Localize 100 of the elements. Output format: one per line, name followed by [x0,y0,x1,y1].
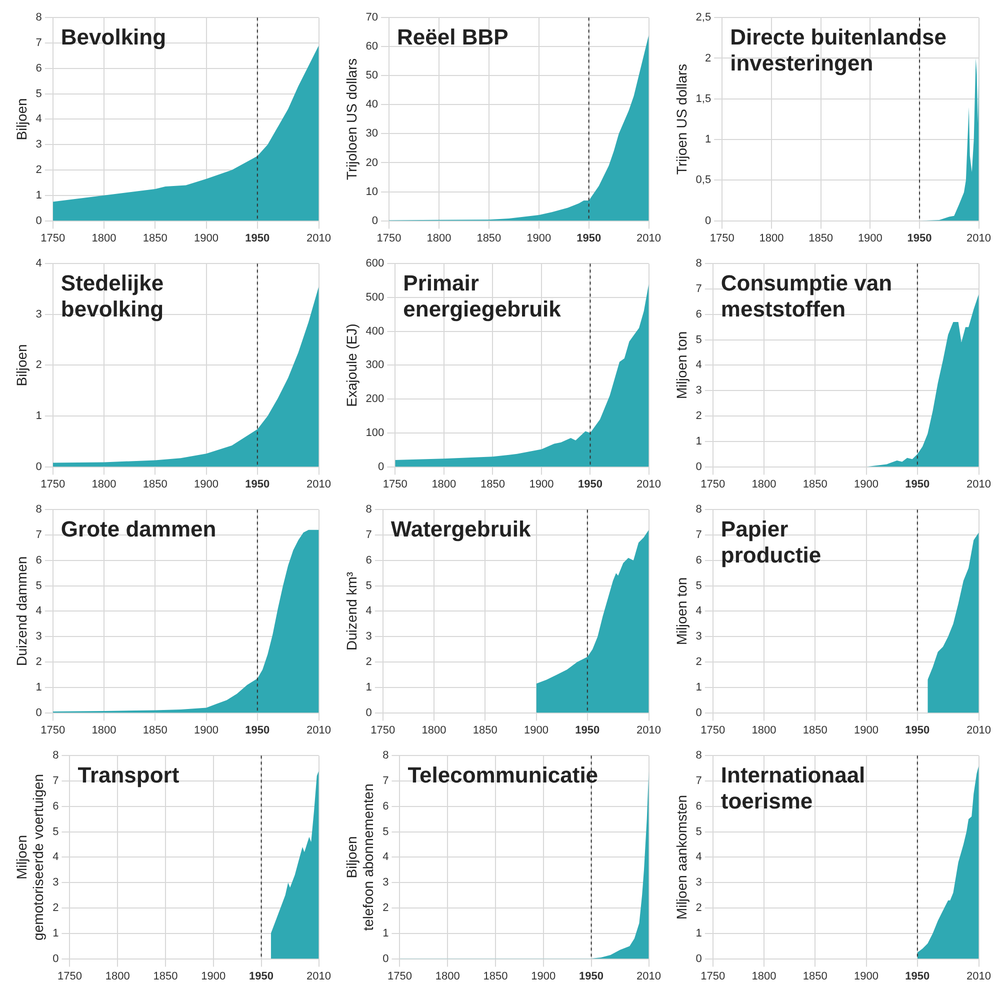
y-tick-label: 1,5 [696,92,712,105]
y-tick-label: 0 [36,460,42,473]
y-tick-label: 2 [366,656,372,668]
x-tick-label: 1950 [579,970,604,982]
y-tick-label: 6 [52,800,59,812]
y-tick-label: 7 [36,37,42,50]
x-tick-label: 1950 [249,970,274,982]
y-tick-label: 0 [382,952,389,965]
y-tick-label: 1 [366,681,372,694]
x-tick-label: 1950 [905,970,930,982]
x-tick-label: 1750 [370,724,396,736]
x-tick-label: 1750 [387,970,412,982]
y-tick-label: 50 [366,70,378,82]
y-tick-label: 3 [696,876,702,889]
y-axis-title: Trijoen US dollars [673,64,690,175]
x-tick-label: 2010 [966,232,992,244]
y-tick-label: 2 [696,410,702,422]
x-tick-label: 2010 [636,478,662,490]
y-axis-title: Biljoen [13,344,30,386]
y-tick-label: 70 [366,12,378,24]
x-tick-label: 1800 [422,724,446,736]
y-tick-label: 600 [366,258,384,270]
y-tick-label: 5 [696,334,702,346]
y-tick-label: 6 [696,308,702,320]
y-tick-label: 7 [696,775,702,788]
y-tick-label: 1 [704,134,712,146]
y-tick-label: 3 [52,876,59,889]
x-tick-label: 1950 [905,724,930,736]
y-tick-label: 0 [696,706,702,719]
y-tick-label: 8 [382,750,389,762]
x-tick-label: 1900 [526,232,552,244]
y-tick-label: 2 [36,164,42,176]
y-tick-label: 1 [696,927,702,940]
y-tick-label: 0 [696,460,702,473]
y-tick-label: 7 [696,283,702,296]
x-tick-label: 1850 [802,970,828,982]
y-tick-label: 0 [378,460,384,473]
y-tick-label: 8 [696,750,702,762]
chart-title: Reëel BBP [397,24,508,50]
y-tick-label: 0 [704,214,712,227]
y-tick-label: 2 [382,902,389,914]
y-tick-label: 4 [36,113,42,126]
y-tick-label: 5 [696,580,702,592]
y-tick-label: 4 [366,605,372,618]
y-tick-label: 4 [696,851,702,864]
x-tick-label: 1750 [40,724,66,736]
y-tick-label: 4 [36,258,42,270]
x-tick-label: 1900 [524,724,549,736]
y-tick-label: 3 [36,630,42,643]
y-tick-label: 8 [36,12,42,24]
y-axis-title: Duizend dammen [13,556,30,666]
chart-title: Grote dammen [60,516,216,542]
y-tick-label: 6 [366,554,372,566]
x-tick-label: 1900 [194,232,219,244]
x-tick-label: 1750 [710,232,734,244]
x-tick-label: 1750 [40,478,66,490]
x-tick-label: 2010 [636,724,662,736]
x-tick-label: 1900 [201,970,226,982]
x-tick-label: 1900 [529,478,554,490]
y-tick-label: 2 [36,656,42,668]
text: Directe buitenlandse investeringen [730,24,946,76]
x-tick-label: 2010 [636,232,662,244]
y-tick-label: 0 [372,214,378,227]
x-tick-label: 1800 [435,970,460,982]
y-tick-label: 60 [366,40,378,53]
y-tick-label: 2 [36,359,42,372]
x-tick-label: 1850 [802,724,828,736]
y-tick-label: 6 [696,800,702,812]
x-tick-label: 1900 [854,478,879,490]
x-tick-label: 1800 [759,232,784,244]
y-tick-label: 10 [366,186,378,198]
x-tick-label: 2010 [306,478,332,490]
chart-title: Transport [78,762,180,788]
x-tick-label: 1750 [382,478,408,490]
chart-title: Bevolking [60,24,166,50]
y-tick-label: 8 [366,504,372,516]
x-tick-label: 1850 [472,724,498,736]
x-tick-label: 1950 [907,232,932,244]
y-tick-label: 40 [366,98,378,111]
x-tick-label: 1950 [905,478,930,490]
x-tick-label: 2010 [306,232,332,244]
y-axis-title: Duizend km³ [343,572,360,650]
x-tick-label: 1850 [142,724,168,736]
y-tick-label: 0 [36,214,42,227]
x-tick-label: 1900 [531,970,556,982]
chart-title: Watergebruik [390,516,532,542]
y-tick-label: 8 [696,504,702,516]
x-tick-label: 1950 [578,478,602,490]
x-tick-label: 1800 [752,724,776,736]
y-tick-label: 6 [36,62,42,74]
x-tick-label: 1800 [752,478,776,490]
y-tick-label: 7 [696,529,702,542]
y-tick-label: 3 [366,630,372,643]
y-tick-label: 7 [366,529,372,542]
y-tick-label: 300 [366,359,384,372]
y-tick-label: 2 [696,656,702,668]
y-tick-label: 4 [382,851,389,864]
y-tick-label: 0 [36,706,42,719]
text: Consumptie van meststoffen [720,270,892,322]
x-tick-label: 1800 [92,724,116,736]
